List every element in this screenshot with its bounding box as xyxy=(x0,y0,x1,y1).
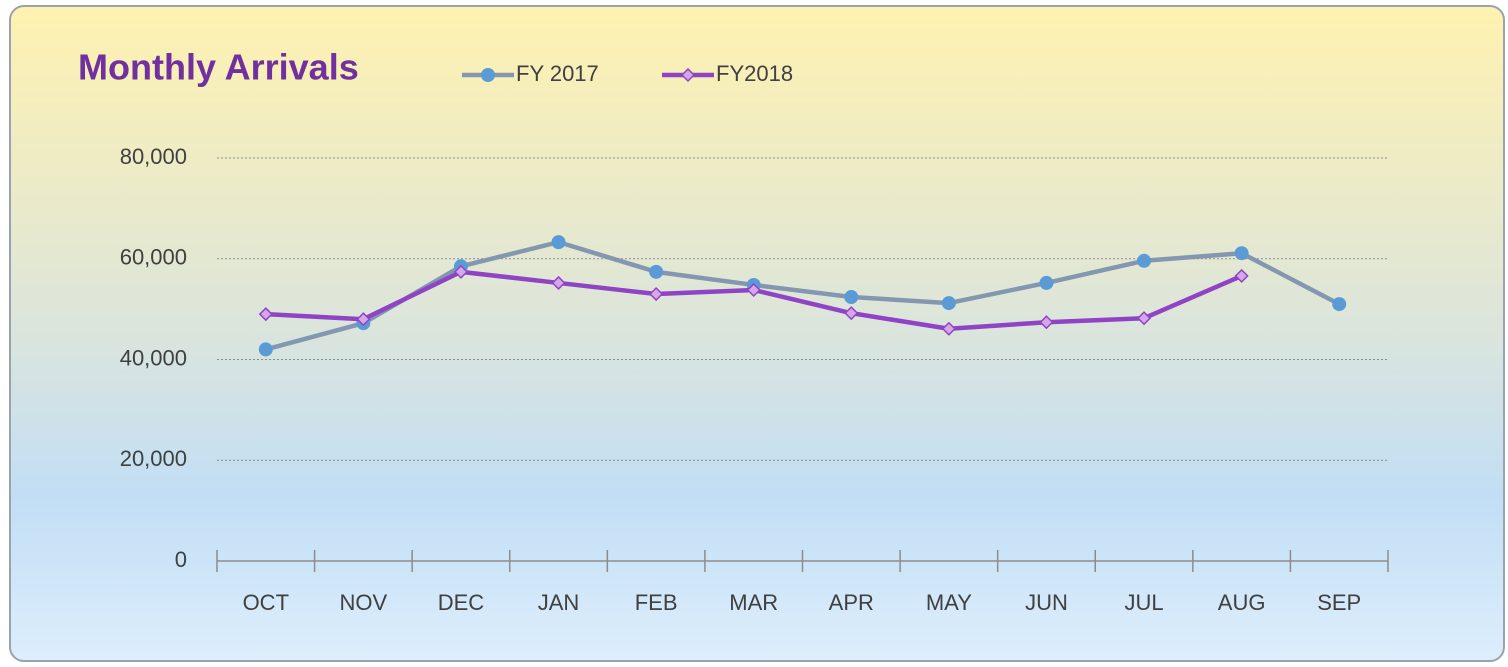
x-tick-label: MAY xyxy=(926,590,972,615)
data-point xyxy=(1234,268,1249,283)
x-tick-label: JUL xyxy=(1124,590,1163,615)
x-tick-label: APR xyxy=(829,590,874,615)
y-tick-label: 80,000 xyxy=(120,144,187,169)
x-tick-label: FEB xyxy=(635,590,678,615)
legend-marker xyxy=(481,68,495,82)
y-tick-label: 20,000 xyxy=(120,446,187,471)
x-tick-label: NOV xyxy=(340,590,388,615)
y-tick-label: 0 xyxy=(175,547,187,572)
x-tick-label: OCT xyxy=(243,590,289,615)
data-point xyxy=(1039,275,1054,290)
x-tick-label: MAR xyxy=(729,590,778,615)
data-point xyxy=(551,275,566,290)
data-point xyxy=(1332,297,1347,312)
x-tick-label: DEC xyxy=(438,590,485,615)
data-point xyxy=(941,321,956,336)
legend-label: FY 2017 xyxy=(516,61,599,86)
x-tick-label: JUN xyxy=(1025,590,1068,615)
data-point xyxy=(1136,311,1152,326)
data-point xyxy=(356,312,371,327)
data-point xyxy=(844,290,859,305)
series-line xyxy=(265,239,1341,352)
y-tick-label: 60,000 xyxy=(120,245,187,270)
data-point xyxy=(453,264,469,279)
x-tick-label: SEP xyxy=(1317,590,1361,615)
data-point xyxy=(746,282,761,298)
data-point xyxy=(941,296,956,311)
data-point xyxy=(844,306,859,321)
data-point xyxy=(1039,315,1054,330)
x-tick-label: AUG xyxy=(1218,590,1266,615)
data-point xyxy=(258,307,273,322)
data-point xyxy=(258,342,273,357)
data-point xyxy=(649,264,664,279)
data-point xyxy=(649,286,664,302)
data-point xyxy=(1137,253,1152,268)
legend-label: FY2018 xyxy=(716,61,793,86)
chart-frame xyxy=(9,5,1505,662)
legend-marker xyxy=(680,67,696,83)
chart-title: Monthly Arrivals xyxy=(78,47,359,88)
data-point xyxy=(1234,246,1249,261)
x-tick-label: JAN xyxy=(538,590,580,615)
y-tick-label: 40,000 xyxy=(120,345,187,370)
data-point xyxy=(551,235,566,250)
